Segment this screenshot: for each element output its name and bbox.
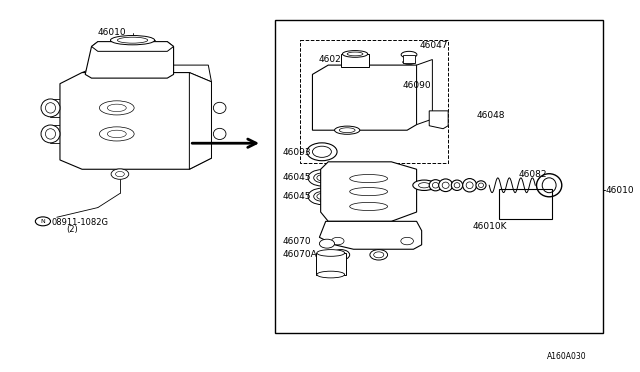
- Ellipse shape: [433, 183, 438, 188]
- Polygon shape: [82, 65, 211, 82]
- Ellipse shape: [314, 173, 330, 183]
- Ellipse shape: [403, 60, 415, 64]
- Text: 46070A: 46070A: [283, 250, 317, 259]
- Ellipse shape: [419, 183, 430, 188]
- Circle shape: [401, 237, 413, 245]
- Circle shape: [111, 169, 129, 179]
- Polygon shape: [319, 221, 422, 249]
- Text: 46045: 46045: [283, 192, 311, 201]
- Ellipse shape: [308, 188, 336, 205]
- Text: N: N: [40, 219, 45, 224]
- Ellipse shape: [307, 143, 337, 161]
- Text: 08911-1082G: 08911-1082G: [52, 218, 109, 227]
- Ellipse shape: [213, 102, 226, 113]
- Bar: [275, 20, 603, 333]
- Polygon shape: [92, 42, 173, 51]
- Polygon shape: [417, 60, 433, 125]
- Ellipse shape: [99, 101, 134, 115]
- Text: 46070: 46070: [283, 237, 312, 246]
- Ellipse shape: [542, 178, 556, 193]
- Ellipse shape: [312, 146, 332, 157]
- Ellipse shape: [413, 180, 436, 190]
- Ellipse shape: [339, 128, 355, 133]
- Ellipse shape: [536, 174, 562, 197]
- Ellipse shape: [347, 52, 363, 56]
- Ellipse shape: [349, 202, 388, 211]
- Text: 46048: 46048: [477, 111, 505, 120]
- Ellipse shape: [401, 51, 417, 58]
- Text: 46093: 46093: [283, 148, 312, 157]
- Text: 46082: 46082: [519, 170, 547, 179]
- Circle shape: [35, 217, 51, 226]
- Circle shape: [317, 193, 327, 199]
- Polygon shape: [85, 42, 173, 78]
- Ellipse shape: [45, 129, 56, 139]
- Ellipse shape: [111, 36, 155, 45]
- Ellipse shape: [466, 182, 473, 189]
- Ellipse shape: [99, 127, 134, 141]
- Ellipse shape: [108, 130, 126, 138]
- Circle shape: [319, 239, 335, 248]
- Text: 46010: 46010: [606, 186, 635, 195]
- Ellipse shape: [332, 250, 349, 260]
- Ellipse shape: [370, 250, 388, 260]
- Ellipse shape: [463, 179, 477, 192]
- Ellipse shape: [41, 125, 60, 143]
- Bar: [341, 54, 369, 67]
- Ellipse shape: [451, 180, 463, 190]
- Text: (2): (2): [67, 225, 78, 234]
- Circle shape: [332, 237, 344, 245]
- Text: 46010: 46010: [98, 28, 127, 37]
- Polygon shape: [312, 65, 417, 130]
- Ellipse shape: [45, 103, 56, 113]
- Ellipse shape: [335, 126, 360, 134]
- Ellipse shape: [213, 128, 226, 140]
- Ellipse shape: [349, 187, 388, 196]
- Text: 46020: 46020: [319, 55, 348, 64]
- Ellipse shape: [342, 51, 368, 57]
- Ellipse shape: [438, 179, 452, 192]
- Ellipse shape: [317, 271, 345, 278]
- Circle shape: [317, 175, 327, 181]
- Bar: [300, 40, 448, 163]
- Text: 46090: 46090: [403, 81, 431, 90]
- Text: A160A030: A160A030: [547, 352, 587, 360]
- Ellipse shape: [317, 250, 345, 256]
- Bar: [316, 253, 346, 275]
- Ellipse shape: [476, 181, 486, 190]
- Ellipse shape: [117, 37, 148, 43]
- Bar: [499, 189, 552, 219]
- Bar: [403, 55, 415, 63]
- Ellipse shape: [314, 192, 330, 201]
- Ellipse shape: [454, 183, 460, 188]
- Ellipse shape: [336, 252, 346, 258]
- Polygon shape: [189, 73, 211, 169]
- Circle shape: [327, 85, 365, 107]
- Ellipse shape: [349, 174, 388, 183]
- Text: 46010K: 46010K: [472, 222, 507, 231]
- Ellipse shape: [429, 180, 442, 191]
- Polygon shape: [321, 162, 417, 221]
- Ellipse shape: [374, 252, 384, 258]
- Ellipse shape: [337, 93, 355, 99]
- Ellipse shape: [479, 183, 483, 187]
- Ellipse shape: [108, 104, 126, 112]
- Ellipse shape: [308, 170, 336, 186]
- Text: 46045: 46045: [283, 173, 311, 182]
- Polygon shape: [429, 111, 448, 129]
- Ellipse shape: [41, 99, 60, 117]
- Polygon shape: [60, 73, 211, 169]
- Circle shape: [115, 171, 124, 177]
- Text: 46047: 46047: [420, 41, 448, 50]
- Ellipse shape: [442, 182, 449, 189]
- Polygon shape: [313, 77, 379, 115]
